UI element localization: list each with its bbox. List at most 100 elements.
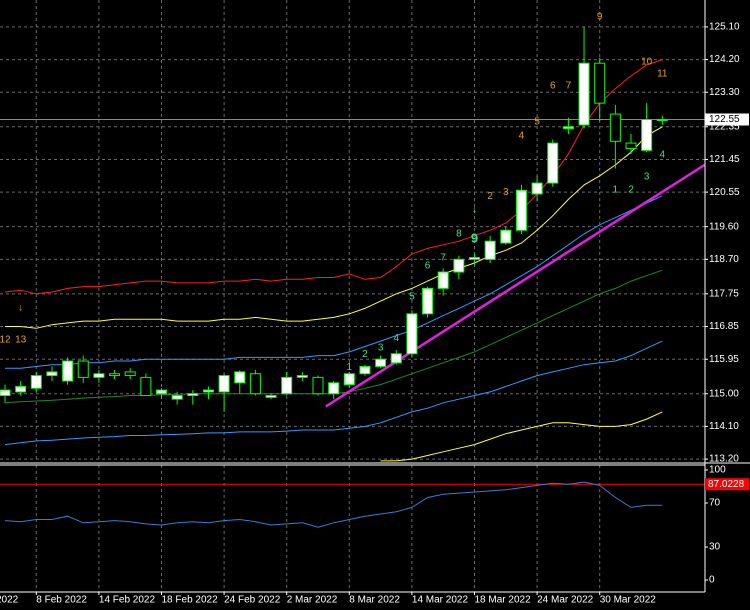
oscillator-line xyxy=(4,481,663,528)
candle-body xyxy=(453,258,465,273)
candle-body xyxy=(375,358,387,367)
candle-body xyxy=(641,118,653,151)
x-tick-label: 24 Feb 2022 xyxy=(224,595,281,606)
annotation: 4 xyxy=(393,333,399,344)
candle-body xyxy=(437,271,449,289)
candle-body xyxy=(562,126,574,130)
annotation: 5 xyxy=(409,292,415,303)
annotation: 4 xyxy=(519,130,525,141)
candle-body xyxy=(0,389,11,397)
y-tick-label: 119.60 xyxy=(709,221,739,232)
y-tick-label: 113.20 xyxy=(709,454,739,465)
y-tick-label: 118.70 xyxy=(709,254,739,265)
candle-body xyxy=(422,287,434,315)
candle-body xyxy=(312,376,324,395)
candle-body xyxy=(594,62,606,104)
annotation: 13 xyxy=(15,335,27,346)
level-box xyxy=(705,478,749,491)
y-tick-label: 121.45 xyxy=(709,154,740,165)
candle-body xyxy=(62,360,74,382)
y-tick-label: 100 xyxy=(709,465,726,476)
annotation: 11 xyxy=(657,68,668,79)
annotation: 1 xyxy=(613,185,619,196)
x-tick-label: 14 Mar 2022 xyxy=(412,595,469,606)
candle-body xyxy=(46,371,58,377)
candle-body xyxy=(30,375,42,389)
y-tick-label: 115.95 xyxy=(709,354,739,365)
annotation: 8 xyxy=(456,229,462,240)
candle-body xyxy=(265,395,277,398)
annotation: 6 xyxy=(425,261,431,272)
candle-body xyxy=(625,142,637,150)
candle-body xyxy=(15,385,27,393)
annotation: 3 xyxy=(644,172,650,183)
x-tick-label: 30 Mar 2022 xyxy=(600,595,657,606)
candle-body xyxy=(218,375,230,393)
candle-body xyxy=(469,257,480,260)
y-tick-label: 0 xyxy=(709,575,715,586)
y-tick-label: 117.75 xyxy=(709,288,739,299)
indicator-line xyxy=(5,195,663,369)
annotation: 4 xyxy=(660,150,666,161)
candle-body xyxy=(328,382,340,395)
candle-body xyxy=(234,371,246,384)
candle-body xyxy=(343,373,355,386)
candle-body xyxy=(500,229,512,244)
candle-body xyxy=(390,353,402,364)
x-tick-label: 14 Feb 2022 xyxy=(99,595,156,606)
candle-body xyxy=(656,118,668,121)
candle-body xyxy=(171,395,183,400)
level-label: 87.0228 xyxy=(708,479,745,490)
y-tick-label: 116.85 xyxy=(709,321,739,332)
y-tick-label: 30 xyxy=(709,542,721,553)
y-tick-label: 114.10 xyxy=(709,421,739,432)
indicator-line xyxy=(5,126,663,329)
candle-body xyxy=(578,62,590,126)
current-price-box xyxy=(705,113,749,126)
annotation: 7 xyxy=(440,253,446,264)
trendline xyxy=(325,163,705,408)
indicator-line xyxy=(380,411,663,462)
candle-body xyxy=(140,376,152,397)
candle-body xyxy=(515,189,527,231)
annotation: 9 xyxy=(597,11,603,22)
candle-body xyxy=(93,373,105,378)
indicator-line xyxy=(4,340,663,446)
annotation: ↓ xyxy=(18,303,23,314)
annotation: 3 xyxy=(378,343,384,354)
x-tick-label: 8 Feb 2022 xyxy=(36,595,87,606)
annotation: 10 xyxy=(641,56,653,67)
y-tick-label: 125.10 xyxy=(709,22,740,33)
candle-body xyxy=(547,142,559,184)
annotation: 2 xyxy=(362,349,368,360)
candle-body xyxy=(202,389,214,393)
current-price-label: 122.55 xyxy=(709,114,740,125)
candle-body xyxy=(156,389,167,395)
annotation: 9 xyxy=(471,230,478,245)
candle-body xyxy=(296,375,308,378)
x-tick-label: 8 Mar 2022 xyxy=(349,595,400,606)
y-tick-label: 124.20 xyxy=(709,54,740,65)
candle-body xyxy=(124,371,136,377)
candle-body xyxy=(359,365,371,375)
annotation: 5 xyxy=(534,117,540,128)
y-tick-label: 122.35 xyxy=(709,121,740,132)
x-tick-label: 2 Mar 2022 xyxy=(287,595,338,606)
candle-body xyxy=(249,373,261,395)
y-tick-label: 120.55 xyxy=(709,187,740,198)
x-tick-label: 18 Feb 2022 xyxy=(162,595,219,606)
candle-body xyxy=(609,113,621,142)
x-tick-label: 2022 xyxy=(0,595,19,606)
candle-body xyxy=(109,373,121,377)
y-tick-label: 123.30 xyxy=(709,87,740,98)
y-tick-label: 70 xyxy=(709,498,721,509)
candle-body xyxy=(484,240,496,260)
candle-body xyxy=(281,376,293,395)
annotation: 12 xyxy=(0,335,11,346)
annotation: 2 xyxy=(628,185,634,196)
